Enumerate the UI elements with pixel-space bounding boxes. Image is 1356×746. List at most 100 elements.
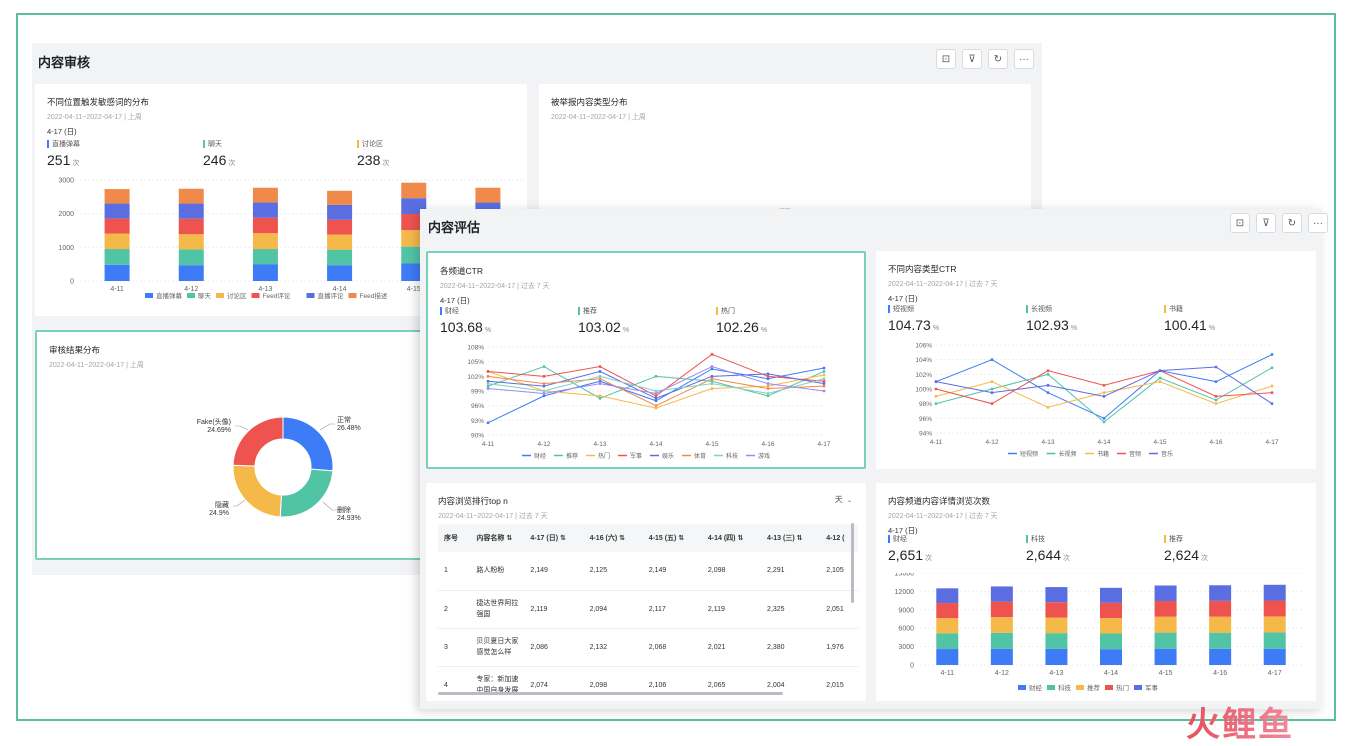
legend-swatch xyxy=(145,293,153,298)
data-point xyxy=(486,421,490,425)
kpi-unit: % xyxy=(932,325,940,332)
slice-label-percent: 24.93% xyxy=(337,515,361,522)
bar-segment xyxy=(1154,616,1177,633)
bar-segment xyxy=(327,234,353,250)
data-point xyxy=(990,380,994,384)
y-tick-label: 1000 xyxy=(58,245,74,252)
bar-segment xyxy=(936,588,959,604)
card-content-ranking-table: 内容浏览排行top n 2022-04-11~2022-04-17 | 过去 7… xyxy=(426,483,866,701)
bar-segment xyxy=(936,633,959,650)
data-point xyxy=(486,379,490,383)
legend-label: 娱乐 xyxy=(662,452,674,460)
kpi-unit: % xyxy=(760,327,768,334)
table-row[interactable]: 2 捷达世界阿拉强国 2,119 2,094 2,117 2,119 2,325 2,051 xyxy=(438,590,858,629)
legend-label: 直播弹幕 xyxy=(156,291,183,300)
x-tick-label: 4-11 xyxy=(482,441,495,448)
x-tick-label: 4-15 xyxy=(705,441,718,448)
data-point xyxy=(598,394,602,398)
column-header[interactable]: 4-14 (四) ⇅ xyxy=(701,524,762,552)
y-tick-label: 102% xyxy=(467,374,484,381)
data-point xyxy=(990,387,994,391)
bar-segment xyxy=(1100,618,1122,634)
bar-segment xyxy=(1045,587,1068,603)
kpi-recommend: 推荐 2,624 次 xyxy=(1164,534,1208,563)
data-point xyxy=(1214,402,1218,406)
kpi-unit: % xyxy=(1208,325,1216,332)
y-tick-label: 6000 xyxy=(898,626,914,633)
kpi-label: 书籍 xyxy=(1169,306,1183,313)
column-header[interactable]: 4-17 (日) ⇅ xyxy=(524,524,584,552)
kpi-value: 103.02 xyxy=(578,319,621,335)
kpi-value: 251 xyxy=(47,152,71,168)
y-tick-label: 102% xyxy=(915,372,932,379)
slice-label-percent: 24.9% xyxy=(209,510,229,517)
kpi-value: 100.41 xyxy=(1164,317,1207,333)
data-point xyxy=(654,392,658,395)
stacked-bar-chart: 0 3000 6000 9000 12000 15000 4-11 4-12 4-13 4-14 4… xyxy=(895,573,1302,692)
x-tick-label: 4-11 xyxy=(930,439,943,446)
data-point xyxy=(822,384,826,388)
legend-label: 游戏 xyxy=(758,452,770,460)
legend-label: 热门 xyxy=(1116,683,1129,692)
bar-segment xyxy=(1100,602,1122,619)
data-point xyxy=(766,394,770,398)
kpi-hot: 热门 102.26% xyxy=(716,306,767,335)
data-point xyxy=(1270,366,1274,370)
bar-segment xyxy=(104,189,130,204)
bar-segment xyxy=(178,218,204,235)
y-tick-label: 2000 xyxy=(58,211,74,218)
kpi-label: 短视频 xyxy=(893,306,914,313)
data-point xyxy=(542,389,546,393)
refresh-icon[interactable]: ↻ xyxy=(1282,213,1302,233)
data-point xyxy=(710,367,714,371)
legend-label: 科技 xyxy=(1058,683,1072,692)
save-icon[interactable]: ⊡ xyxy=(1230,213,1250,233)
filter-icon[interactable]: ⊽ xyxy=(1256,213,1276,233)
legend-label: 音频 xyxy=(1129,450,1141,458)
column-header[interactable]: 4-13 (三) ⇅ xyxy=(761,524,821,552)
y-tick-label: 106% xyxy=(915,343,932,350)
data-point xyxy=(1046,383,1050,387)
column-header[interactable]: 4-16 (六) ⇅ xyxy=(583,524,643,552)
data-point xyxy=(654,394,658,398)
period-select[interactable]: 天 ⌄ xyxy=(835,494,852,505)
filter-icon[interactable]: ⊽ xyxy=(962,49,982,69)
bar-segment xyxy=(1263,632,1286,649)
card-subtitle: 2022-04-11~2022-04-17 | 上周 xyxy=(49,362,144,369)
column-header[interactable]: 4-15 (五) ⇅ xyxy=(642,524,702,552)
legend-label: 短视频 xyxy=(1020,450,1038,458)
kpi-unit: 次 xyxy=(1063,555,1071,562)
legend-label: 财经 xyxy=(534,452,546,460)
kpi-unit: 次 xyxy=(72,160,80,167)
series-line xyxy=(935,367,1273,423)
legend-label: Feed评论 xyxy=(263,291,291,300)
y-tick-label: 98% xyxy=(919,401,932,408)
vertical-scrollbar[interactable] xyxy=(851,523,854,603)
card-channel-ctr[interactable]: 各频道CTR 2022-04-11~2022-04-17 | 过去 7 天 4-… xyxy=(426,251,866,469)
data-point xyxy=(822,370,826,373)
data-point xyxy=(934,380,938,384)
data-point xyxy=(1102,391,1106,395)
bar-segment xyxy=(1045,648,1068,665)
data-point xyxy=(1158,380,1162,384)
kpi-label: 科技 xyxy=(1031,536,1045,543)
legend-swatch xyxy=(1134,685,1142,690)
legend-label: 军事 xyxy=(1145,683,1159,692)
more-icon[interactable]: ··· xyxy=(1014,49,1034,69)
table-row[interactable]: 3 贝贝夏日大家感觉怎么样 2,086 2,132 2,068 2,021 2,380 1,9… xyxy=(438,628,858,667)
bar-segment xyxy=(1209,585,1232,601)
card-title: 内容频道内容详情浏览次数 xyxy=(888,496,991,506)
horizontal-scrollbar[interactable] xyxy=(438,692,783,695)
donut-slice xyxy=(279,468,334,518)
table-row[interactable]: 1 路人粉粉 2,149 2,125 2,149 2,098 2,291 2,105 xyxy=(438,552,858,591)
legend-swatch xyxy=(716,307,718,315)
legend-swatch xyxy=(1105,685,1113,690)
card-channel-detail-views: 内容频道内容详情浏览次数 2022-04-11~2022-04-17 | 过去 … xyxy=(876,483,1316,701)
x-tick-label: 4-11 xyxy=(110,286,124,293)
more-icon[interactable]: ··· xyxy=(1308,213,1328,233)
data-point xyxy=(822,373,826,377)
save-icon[interactable]: ⊡ xyxy=(936,49,956,69)
table-row[interactable]: 4 专家：新加速中国自身发展 2,074 2,098 2,106 2,065 2,004 2,… xyxy=(438,666,858,701)
table-cell: 2,325 xyxy=(761,590,821,629)
refresh-icon[interactable]: ↻ xyxy=(988,49,1008,69)
